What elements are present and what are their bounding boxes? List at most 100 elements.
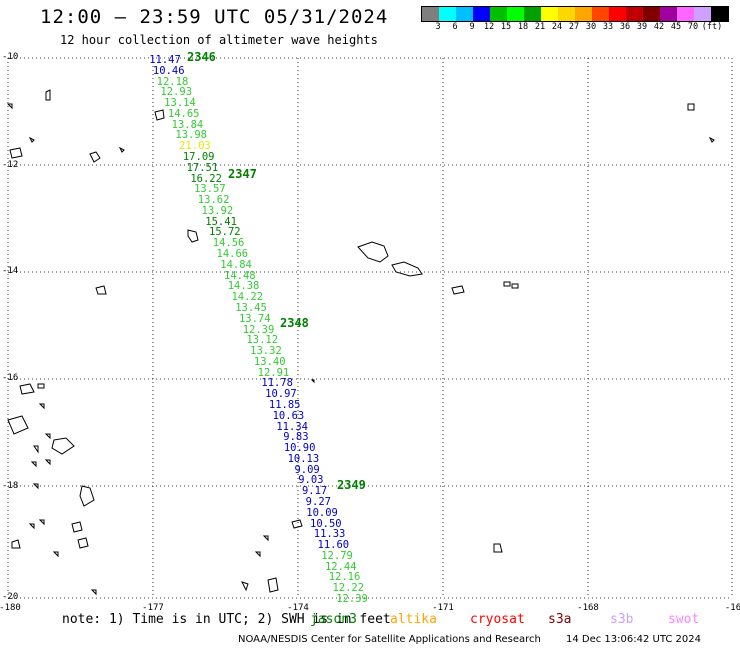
swh-reading: 13.84 xyxy=(171,118,204,131)
longitude-label: -168 xyxy=(577,603,599,613)
colorbar-swatch xyxy=(490,7,507,21)
swh-reading: 14.66 xyxy=(216,248,249,261)
swh-reading: 12.16 xyxy=(328,571,361,584)
colorbar-swatch xyxy=(507,7,524,21)
credit-line: NOAA/NESDIS Center for Satellite Applica… xyxy=(238,634,541,645)
longitude-label: -177 xyxy=(142,603,164,613)
colorbar-label: 45 xyxy=(670,22,682,32)
swh-reading: 13.92 xyxy=(201,204,234,217)
swh-reading: 11.47 xyxy=(149,54,181,66)
colorbar-label: (ft) xyxy=(701,22,723,32)
colorbar-label: 3 xyxy=(435,22,441,32)
colorbar-swatch xyxy=(473,7,490,21)
swh-reading: 9.09 xyxy=(294,463,320,476)
pass-number: 2346 xyxy=(187,50,216,64)
swh-reading: 21.03 xyxy=(179,140,211,153)
satellite-altika: altika xyxy=(390,612,437,627)
satellite-cryosat: cryosat xyxy=(470,612,525,627)
swh-reading: 15.41 xyxy=(205,215,237,228)
samoa-tutuila xyxy=(391,261,423,277)
swh-reading: 17.51 xyxy=(186,161,219,174)
colorbar-label: 15 xyxy=(500,22,512,32)
swh-reading: 14.48 xyxy=(223,269,256,282)
swh-reading: 12.39 xyxy=(336,593,368,605)
colorbar-label: 9 xyxy=(469,22,475,32)
colorbar-swatch xyxy=(558,7,575,21)
colorbar-swatch xyxy=(694,7,711,21)
swh-reading: 10.46 xyxy=(152,64,185,77)
swh-reading: 9.03 xyxy=(298,474,324,487)
swh-reading: 10.09 xyxy=(306,506,338,519)
colorbar-swatch xyxy=(524,7,541,21)
swh-reading: 13.40 xyxy=(253,355,286,368)
footer-note: note: 1) Time is in UTC; 2) SWH is in fe… xyxy=(62,612,391,627)
colorbar-swatch xyxy=(592,7,609,21)
swh-reading: 14.65 xyxy=(167,107,200,120)
colorbar-label: 36 xyxy=(619,22,631,32)
swh-reading: 13.32 xyxy=(250,345,282,358)
longitude-label: -16 xyxy=(724,603,740,613)
swh-reading: 13.14 xyxy=(164,97,196,110)
satellite-swot: swot xyxy=(668,612,700,627)
latitude-label: -18 xyxy=(2,481,19,491)
colorbar-swatch xyxy=(711,7,728,21)
satellite-s3b: s3b xyxy=(610,612,634,627)
swh-reading: 13.57 xyxy=(194,183,226,196)
colorbar-swatch xyxy=(456,7,473,21)
latitude-label: -12 xyxy=(2,160,19,170)
longitude-label: -174 xyxy=(287,603,309,613)
map-title: 12:00 — 23:59 UTC 05/31/2024 xyxy=(40,6,389,28)
swh-reading: 12.39 xyxy=(242,323,275,336)
swh-reading: 11.33 xyxy=(313,528,346,541)
colorbar-label: 30 xyxy=(585,22,597,32)
pass-number: 2349 xyxy=(337,478,366,492)
swh-reading: 11.78 xyxy=(261,377,293,390)
swh-reading: 12.91 xyxy=(257,366,290,379)
colorbar-label: 6 xyxy=(452,22,458,32)
colorbar-swatch xyxy=(541,7,558,21)
colorbar-swatch xyxy=(575,7,592,21)
pass-number: 2348 xyxy=(280,316,309,330)
swh-reading: 11.34 xyxy=(276,420,308,433)
swh-reading: 9.17 xyxy=(301,485,328,498)
swh-reading: 13.74 xyxy=(238,312,271,325)
swh-reading: 12.18 xyxy=(156,75,189,88)
pass-number: 2347 xyxy=(228,167,257,181)
swh-reading: 11.60 xyxy=(317,539,350,552)
colorbar-label: 21 xyxy=(534,22,546,32)
swh-reading: 11.85 xyxy=(268,398,301,411)
colorbar-label: 18 xyxy=(517,22,529,32)
coastlines xyxy=(6,89,715,596)
latitude-label: -10 xyxy=(2,52,19,62)
satellite-s3a: s3a xyxy=(548,612,572,627)
swh-reading: 14.56 xyxy=(212,237,245,250)
swh-reading: 13.98 xyxy=(175,129,207,142)
swh-reading: 13.62 xyxy=(197,194,230,207)
swh-reading: 12.79 xyxy=(321,549,353,562)
colorbar-label: 33 xyxy=(602,22,614,32)
swh-reading: 12.22 xyxy=(332,582,365,595)
colorbar-swatch xyxy=(643,7,660,21)
swh-reading: 14.84 xyxy=(220,258,252,271)
colorbar-label: 12 xyxy=(483,22,495,32)
swh-reading: 10.50 xyxy=(310,517,342,530)
swh-reading: 12.93 xyxy=(160,86,193,99)
longitude-label: -180 xyxy=(0,603,21,613)
swh-reading: 13.12 xyxy=(246,334,279,347)
swh-reading: 10.90 xyxy=(283,442,316,455)
samoa-upolu xyxy=(357,241,389,263)
latitude-label: -16 xyxy=(2,373,19,383)
swh-reading: 14.38 xyxy=(227,280,260,293)
colorbar-swatch xyxy=(439,7,456,21)
colorbar-swatch xyxy=(660,7,677,21)
swh-reading: 13.45 xyxy=(235,301,267,314)
generated-timestamp: 14 Dec 13:06:42 UTC 2024 xyxy=(566,634,701,645)
colorbar-swatch xyxy=(609,7,626,21)
colorbar-swatch xyxy=(626,7,643,21)
swh-reading: 9.27 xyxy=(305,495,331,508)
longitude-label: -171 xyxy=(432,603,454,613)
swh-reading: 14.22 xyxy=(231,291,264,304)
swh-reading: 9.83 xyxy=(283,431,309,444)
map-subtitle: 12 hour collection of altimeter wave hei… xyxy=(60,33,378,47)
